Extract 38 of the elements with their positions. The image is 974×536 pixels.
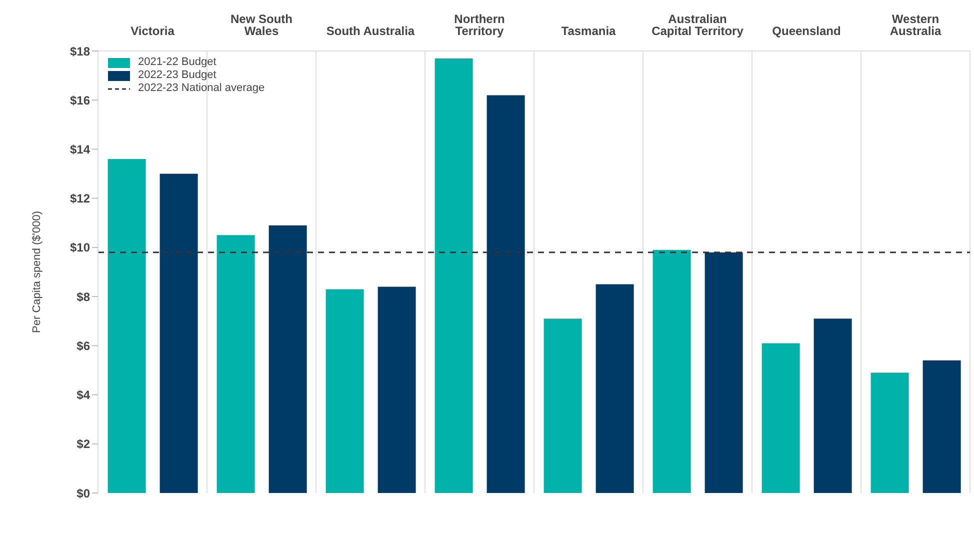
bar xyxy=(922,360,961,493)
y-axis-title: Per Capita spend ($'000) xyxy=(30,211,43,333)
bar xyxy=(870,372,909,493)
y-tick-label: $2 xyxy=(76,437,90,452)
bar xyxy=(326,289,364,493)
y-tick-label: $16 xyxy=(70,93,90,108)
x-tick-label: Australian Capital Territory xyxy=(652,12,744,38)
bar xyxy=(486,95,525,493)
x-tick-label: Western Australia xyxy=(890,12,942,38)
x-tick-label: South Australia xyxy=(326,24,415,38)
bar xyxy=(268,225,307,493)
x-tick-label: Northern Territory xyxy=(454,12,505,38)
bar xyxy=(160,174,198,493)
y-tick-label: $14 xyxy=(70,142,90,156)
y-tick-label: $8 xyxy=(76,290,90,304)
bar xyxy=(704,252,743,493)
bar xyxy=(652,250,691,493)
y-tick-label: $0 xyxy=(76,486,90,500)
x-tick-label: Victoria xyxy=(130,24,175,38)
y-tick-label: $12 xyxy=(70,192,90,206)
bar xyxy=(596,284,634,493)
bar xyxy=(544,318,582,493)
legend-label: 2021-22 Budget xyxy=(138,56,216,69)
bar xyxy=(378,286,416,493)
bar xyxy=(108,159,146,493)
bar xyxy=(762,343,800,493)
y-tick-label: $6 xyxy=(76,338,90,353)
bar xyxy=(814,318,852,493)
legend-label: 2022-23 National average xyxy=(138,82,265,95)
y-tick-label: $4 xyxy=(76,388,90,402)
y-tick-label: $10 xyxy=(70,240,90,255)
bar xyxy=(434,58,473,493)
x-tick-label: Tasmania xyxy=(561,24,616,38)
x-tick-label: New South Wales xyxy=(230,12,292,38)
bar xyxy=(216,235,255,493)
y-tick-label: $18 xyxy=(70,44,90,58)
legend-label: 2022-23 Budget xyxy=(138,69,216,82)
x-tick-label: Queensland xyxy=(772,24,841,38)
